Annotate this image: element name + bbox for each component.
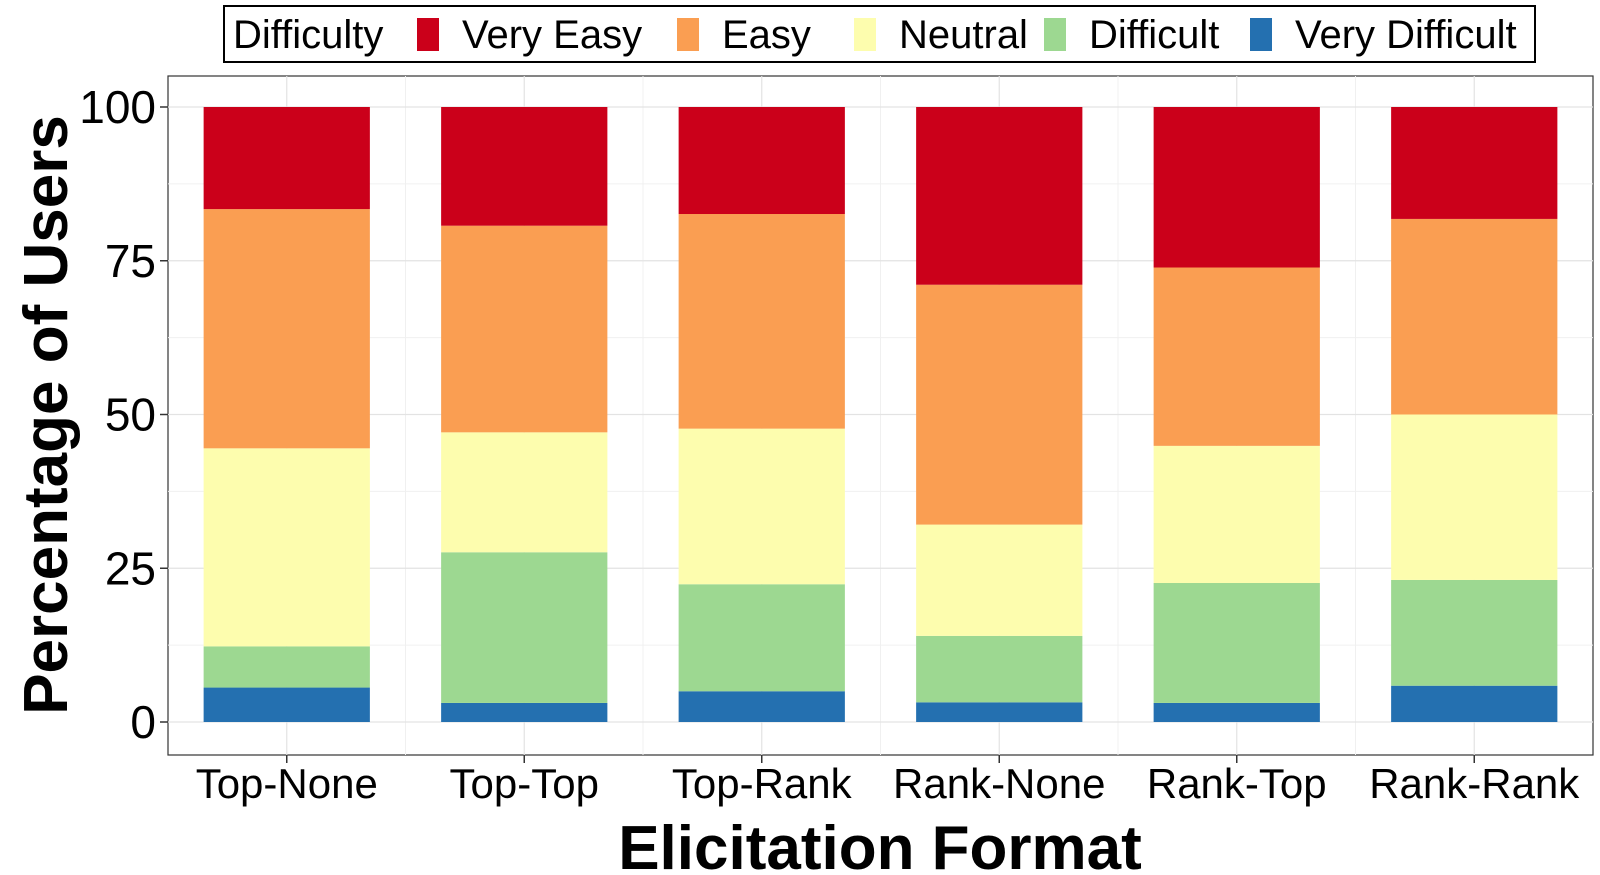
y-tick-label: 50 <box>105 389 156 441</box>
bar-segment <box>678 691 845 722</box>
bar-segment <box>203 646 370 688</box>
y-tick-label: 100 <box>79 81 156 133</box>
legend-title: Difficulty <box>233 13 383 57</box>
bar-segment <box>678 214 845 429</box>
bar-segment <box>916 284 1083 525</box>
legend-label: Very Difficult <box>1295 13 1517 57</box>
bar-segment <box>203 448 370 647</box>
legend-swatch <box>854 18 876 51</box>
bar-segment <box>678 428 845 585</box>
bar-segment <box>1153 583 1320 703</box>
bar-segment <box>1153 445 1320 584</box>
legend-box <box>223 5 1536 63</box>
bar-segment <box>678 107 845 215</box>
legend-label: Difficult <box>1089 13 1219 57</box>
legend-label: Very Easy <box>462 13 642 57</box>
bar-segment <box>1391 579 1558 686</box>
legend-swatch <box>1044 18 1066 51</box>
bar-segment <box>203 107 370 210</box>
legend-label: Easy <box>722 13 811 57</box>
x-axis-label: Elicitation Format <box>618 814 1142 875</box>
bar-segment <box>678 584 845 692</box>
y-axis: 0 25 50 75 100 <box>79 81 168 748</box>
x-tick-label: Rank-None <box>893 760 1105 807</box>
bar-segment <box>1153 267 1320 446</box>
y-tick-label: 25 <box>105 542 156 594</box>
bar-segment <box>441 432 608 553</box>
bar-segment <box>916 702 1083 722</box>
y-axis-label: Percentage of Users <box>12 115 81 715</box>
bar-segment <box>1153 702 1320 722</box>
y-tick-label: 0 <box>130 696 156 748</box>
x-tick-label: Rank-Top <box>1147 760 1327 807</box>
x-tick-label: Rank-Rank <box>1369 760 1580 807</box>
legend-swatch <box>677 18 699 51</box>
legend-label: Neutral <box>899 13 1028 57</box>
bar-segment <box>916 635 1083 703</box>
bar-segment <box>441 225 608 433</box>
bar-segment <box>441 107 608 226</box>
x-axis: Top-None Top-Top Top-Rank Rank-None Rank-Top… <box>196 755 1580 807</box>
bar-segment <box>1391 107 1558 219</box>
bar-segment <box>441 702 608 722</box>
legend-items: Very Easy Easy Neutral Difficult Very Diffic… <box>417 13 1517 57</box>
x-tick-label: Top-Top <box>450 760 599 807</box>
bar-segment <box>1153 107 1320 268</box>
x-tick-label: Top-Rank <box>672 760 853 807</box>
legend-swatch <box>417 18 439 51</box>
y-tick-label: 75 <box>105 235 156 287</box>
legend-swatch <box>1250 18 1272 51</box>
bar-segment <box>916 107 1083 285</box>
bar-segment <box>203 687 370 722</box>
x-tick-label: Top-None <box>196 760 378 807</box>
bar-segment <box>1391 218 1558 415</box>
legend: Difficulty Very Easy Easy Neutral Difficult… <box>223 5 1536 63</box>
bar-segment <box>1391 685 1558 722</box>
bar-segment <box>916 524 1083 636</box>
bar-segment <box>203 209 370 449</box>
bar-segment <box>441 552 608 703</box>
bar-segment <box>1391 414 1558 580</box>
bars <box>203 107 1558 722</box>
